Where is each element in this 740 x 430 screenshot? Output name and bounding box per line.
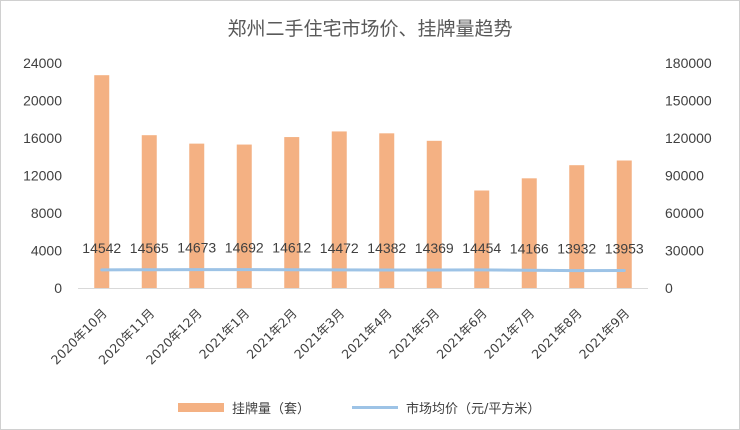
legend-line-label: 市场均价（元/平方米） bbox=[406, 401, 540, 417]
x-axis-tick-label: 2021年9月 bbox=[576, 306, 632, 362]
bar bbox=[426, 140, 442, 288]
right-axis-tick-label: 0 bbox=[665, 280, 673, 296]
line-data-label: 14673 bbox=[177, 240, 216, 256]
bar bbox=[474, 190, 490, 288]
x-axis-tick-label: 2021年4月 bbox=[338, 306, 394, 362]
line-data-label: 14369 bbox=[415, 240, 454, 256]
left-axis-tick-label: 20000 bbox=[23, 93, 62, 109]
x-axis-tick-label: 2021年2月 bbox=[243, 306, 299, 362]
left-axis-tick-label: 16000 bbox=[23, 130, 62, 146]
bar bbox=[141, 135, 157, 288]
right-axis-tick-label: 120000 bbox=[665, 130, 712, 146]
x-axis-tick-label: 2021年5月 bbox=[386, 306, 442, 362]
line-data-label: 14692 bbox=[225, 240, 264, 256]
right-axis-ticks: 0 30000 60000 90000 120000 150000 180000 bbox=[665, 55, 712, 296]
x-axis-tick-label: 2021年3月 bbox=[291, 306, 347, 362]
line-data-label: 14166 bbox=[510, 240, 549, 256]
bar bbox=[331, 131, 347, 288]
line-data-labels: 14542 14565 14673 14692 14612 14472 14382 14369… bbox=[82, 240, 644, 257]
line-data-label: 14454 bbox=[462, 240, 501, 256]
bar bbox=[284, 137, 300, 288]
line-data-label: 13932 bbox=[557, 241, 596, 257]
bar bbox=[189, 143, 205, 288]
x-axis: 2020年10月2020年11月2020年12月2021年1月2021年2月20… bbox=[48, 288, 648, 368]
right-axis-tick-label: 180000 bbox=[665, 55, 712, 71]
bar bbox=[616, 160, 632, 288]
line-data-label: 14565 bbox=[130, 240, 169, 256]
left-axis-tick-label: 0 bbox=[54, 280, 62, 296]
price-line bbox=[100, 268, 626, 273]
legend: 挂牌量（套） 市场均价（元/平方米） bbox=[178, 401, 540, 417]
line-data-label: 14542 bbox=[82, 240, 121, 256]
x-axis-tick-label: 2021年8月 bbox=[528, 306, 584, 362]
line-data-label: 13953 bbox=[605, 241, 644, 257]
bar-series bbox=[94, 75, 632, 288]
line-data-label: 14382 bbox=[367, 240, 406, 256]
x-axis-tick-label: 2021年7月 bbox=[481, 306, 537, 362]
bar bbox=[236, 144, 252, 288]
bar bbox=[521, 178, 537, 288]
left-axis-tick-label: 12000 bbox=[23, 168, 62, 184]
left-axis-tick-label: 24000 bbox=[23, 55, 62, 71]
line-data-label: 14612 bbox=[272, 240, 311, 256]
left-axis-ticks: 0 4000 8000 12000 16000 20000 24000 bbox=[23, 55, 62, 296]
right-axis-tick-label: 150000 bbox=[665, 93, 712, 109]
right-axis-tick-label: 30000 bbox=[665, 243, 704, 259]
legend-bar-label: 挂牌量（套） bbox=[232, 401, 310, 417]
bar bbox=[379, 133, 395, 288]
bar bbox=[94, 75, 110, 288]
x-axis-tick-label: 2021年1月 bbox=[196, 306, 252, 362]
right-axis-tick-label: 60000 bbox=[665, 205, 704, 221]
right-axis-tick-label: 90000 bbox=[665, 168, 704, 184]
line-data-label: 14472 bbox=[320, 240, 359, 256]
chart-title: 郑州二手住宅市场价、挂牌量趋势 bbox=[227, 18, 512, 40]
line-series bbox=[100, 268, 626, 273]
left-axis-tick-label: 4000 bbox=[31, 243, 62, 259]
bar bbox=[569, 165, 585, 288]
legend-bar-swatch bbox=[178, 403, 224, 412]
left-axis-tick-label: 8000 bbox=[31, 205, 62, 221]
x-axis-tick-label: 2021年6月 bbox=[433, 306, 489, 362]
